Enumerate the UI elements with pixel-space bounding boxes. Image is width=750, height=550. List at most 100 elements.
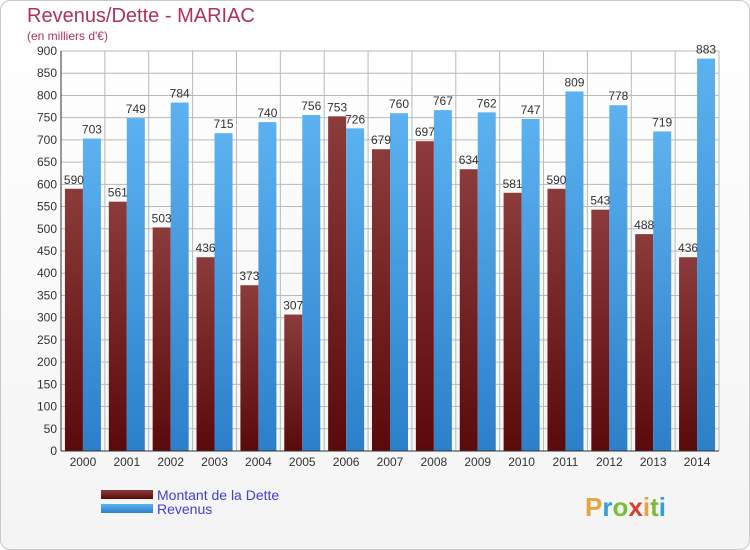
y-tick-label: 500 xyxy=(37,222,57,236)
bar-revenus-2000 xyxy=(82,138,101,452)
x-tick-label-2012: 2012 xyxy=(596,455,623,469)
label-revenus-2006: 726 xyxy=(345,112,365,126)
y-tick-label: 300 xyxy=(37,311,57,325)
bar-revenus-2008 xyxy=(433,110,452,451)
legend-label-revenus: Revenus xyxy=(157,501,212,517)
bar-dette-2010 xyxy=(503,192,522,451)
bar-dette-2014 xyxy=(679,257,698,451)
legend-swatch-revenus xyxy=(101,504,153,513)
label-revenus-2005: 756 xyxy=(301,99,321,113)
label-dette-2009: 634 xyxy=(459,153,479,167)
x-tick-label-2000: 2000 xyxy=(70,455,97,469)
label-dette-2011: 590 xyxy=(546,173,566,187)
y-tick-label: 900 xyxy=(37,44,57,58)
bar-dette-2013 xyxy=(635,234,654,451)
y-tick-label: 550 xyxy=(37,200,57,214)
y-tick-label: 750 xyxy=(37,111,57,125)
y-tick-label: 0 xyxy=(50,444,57,458)
label-revenus-2000: 703 xyxy=(82,123,102,137)
x-tick-label-2004: 2004 xyxy=(245,455,272,469)
y-tick-label: 350 xyxy=(37,288,57,302)
bar-dette-2002 xyxy=(152,227,171,451)
bar-revenus-2009 xyxy=(477,112,496,451)
bar-revenus-2013 xyxy=(653,131,672,451)
bar-revenus-2006 xyxy=(346,128,365,451)
y-tick-label: 650 xyxy=(37,155,57,169)
bar-revenus-2007 xyxy=(390,113,408,451)
bar-dette-2011 xyxy=(547,188,566,451)
x-tick-label-2007: 2007 xyxy=(377,455,404,469)
x-tick-label-2008: 2008 xyxy=(421,455,448,469)
y-tick-label: 250 xyxy=(37,333,57,347)
bar-dette-2001 xyxy=(108,201,127,451)
axes: 0 50 100 150 200 250 300 350 400 450 500 550 600 650 7… xyxy=(37,44,719,469)
label-dette-2000: 590 xyxy=(64,173,84,187)
y-tick-label: 700 xyxy=(37,133,57,147)
bar-revenus-2003 xyxy=(214,133,233,451)
bar-dette-2009 xyxy=(459,169,478,451)
label-dette-2001: 561 xyxy=(108,186,128,200)
label-revenus-2011: 809 xyxy=(564,75,584,89)
label-revenus-2008: 767 xyxy=(433,94,453,108)
bar-revenus-2010 xyxy=(521,119,540,451)
y-tick-label: 50 xyxy=(44,422,58,436)
label-dette-2012: 543 xyxy=(590,194,610,208)
x-tick-label-2013: 2013 xyxy=(640,455,667,469)
x-tick-label-2006: 2006 xyxy=(333,455,360,469)
label-revenus-2001: 749 xyxy=(126,102,146,116)
label-dette-2004: 373 xyxy=(239,269,259,283)
y-tick-label: 800 xyxy=(37,88,57,102)
x-tick-label-2001: 2001 xyxy=(113,455,140,469)
label-dette-2013: 488 xyxy=(634,218,654,232)
label-dette-2002: 503 xyxy=(152,211,172,225)
bar-dette-2006 xyxy=(328,116,347,451)
y-tick-label: 450 xyxy=(37,244,57,258)
svg-text:Proxiti: Proxiti xyxy=(585,492,666,522)
label-dette-2014: 436 xyxy=(678,241,698,255)
legend: Montant de la Dette Revenus xyxy=(101,487,279,517)
bars xyxy=(64,58,716,452)
x-tick-label-2009: 2009 xyxy=(464,455,491,469)
bar-dette-2003 xyxy=(196,257,215,451)
label-dette-2006: 753 xyxy=(327,100,347,114)
bar-revenus-2014 xyxy=(697,58,716,452)
bar-dette-2005 xyxy=(284,314,303,451)
y-tick-label: 600 xyxy=(37,177,57,191)
legend-label-dette: Montant de la Dette xyxy=(157,487,279,503)
bar-dette-2004 xyxy=(240,285,259,451)
label-dette-2010: 581 xyxy=(503,177,523,191)
bar-revenus-2001 xyxy=(126,118,145,451)
y-tick-label: 100 xyxy=(37,400,57,414)
label-revenus-2010: 747 xyxy=(521,103,541,117)
proxiti-logo: Proxiti xyxy=(585,492,666,522)
x-tick-label-2003: 2003 xyxy=(201,455,228,469)
y-tick-label: 850 xyxy=(37,66,57,80)
label-revenus-2002: 784 xyxy=(170,87,190,101)
x-tick-label-2005: 2005 xyxy=(289,455,316,469)
chart-title: Revenus/Dette - MARIAC xyxy=(27,5,255,27)
chart-subtitle: (en milliers d'€) xyxy=(27,29,108,43)
label-revenus-2013: 719 xyxy=(652,115,672,129)
bar-revenus-2011 xyxy=(565,91,584,451)
y-tick-label: 200 xyxy=(37,355,57,369)
bar-revenus-2002 xyxy=(170,102,189,452)
bar-revenus-2012 xyxy=(609,105,628,451)
y-tick-label: 150 xyxy=(37,377,57,391)
legend-swatch-dette xyxy=(101,490,153,499)
label-dette-2008: 697 xyxy=(415,125,435,139)
label-dette-2003: 436 xyxy=(196,241,216,255)
label-dette-2007: 679 xyxy=(371,133,391,147)
bar-dette-2000 xyxy=(64,188,83,451)
label-revenus-2009: 762 xyxy=(477,96,497,110)
label-revenus-2004: 740 xyxy=(257,106,277,120)
bar-dette-2008 xyxy=(415,141,434,451)
x-tick-label-2002: 2002 xyxy=(157,455,184,469)
label-revenus-2007: 760 xyxy=(389,97,409,111)
label-revenus-2014: 883 xyxy=(696,43,716,57)
label-revenus-2012: 778 xyxy=(608,89,628,103)
bar-dette-2012 xyxy=(591,209,610,451)
x-tick-label-2010: 2010 xyxy=(508,455,535,469)
